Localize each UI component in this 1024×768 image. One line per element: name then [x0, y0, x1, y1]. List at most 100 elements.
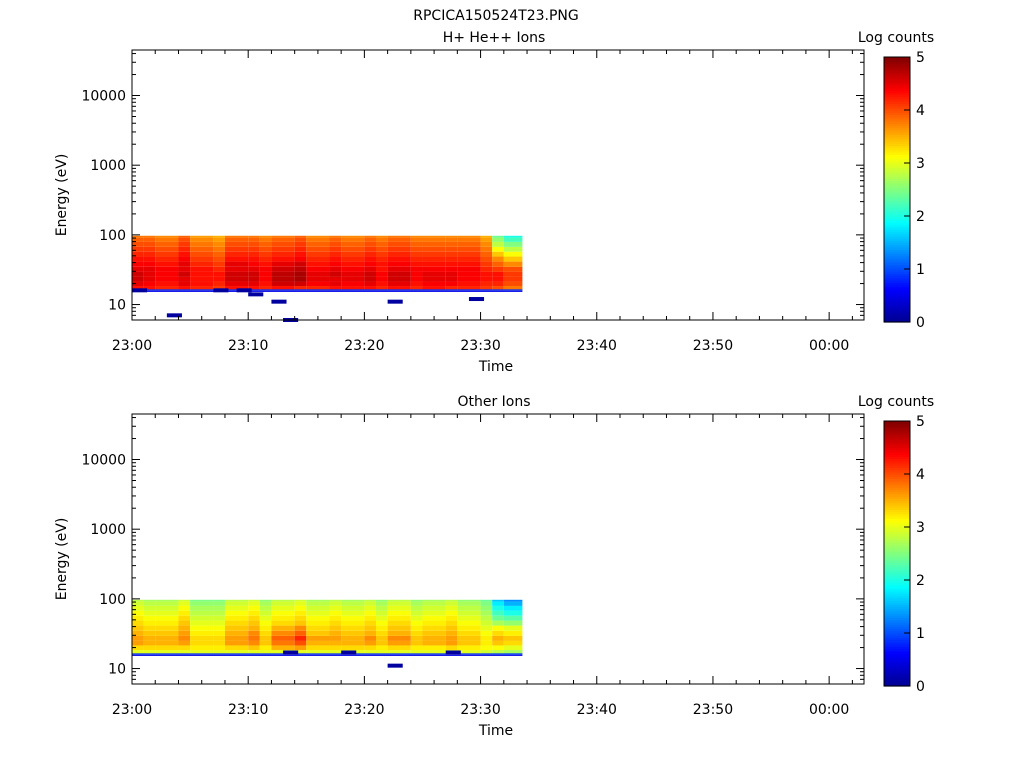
heatmap-cell	[213, 630, 225, 636]
colorbar-swatch	[884, 467, 910, 471]
heatmap-cell	[190, 635, 214, 641]
colorbar-swatch	[884, 619, 910, 623]
colorbar-swatch	[884, 81, 910, 85]
heatmap-cell	[364, 605, 376, 611]
heatmap-cell	[271, 601, 295, 606]
heatmap-cell	[492, 281, 504, 287]
colorbar-swatch	[884, 641, 910, 645]
heatmap-cell	[341, 615, 365, 621]
heatmap-cell	[271, 241, 295, 247]
heatmap-cell	[155, 601, 179, 606]
heatmap-cell	[329, 650, 342, 655]
heatmap-cell	[155, 281, 179, 287]
heatmap-cell	[492, 235, 504, 238]
colorbar-swatch	[884, 421, 910, 424]
colorbar-tick-label: 3	[916, 156, 925, 172]
heatmap-cell	[306, 256, 330, 262]
y-axis-label: Energy (eV)	[54, 518, 70, 601]
heatmap-cell	[329, 246, 342, 252]
colorbar-swatch	[884, 180, 910, 184]
heatmap-cell	[190, 251, 214, 257]
heatmap-cell	[155, 235, 179, 238]
heatmap-cell	[503, 286, 523, 291]
heatmap-cell	[248, 640, 260, 646]
colorbar-swatch	[884, 110, 910, 113]
heatmap-cell	[132, 605, 144, 611]
colorbar-swatch	[884, 140, 910, 144]
colorbar-tick-label: 5	[916, 414, 925, 430]
heatmap-cell	[224, 235, 249, 238]
heatmap-cell	[492, 601, 504, 606]
sparse-count-mark	[445, 650, 461, 655]
heatmap-cell	[132, 256, 144, 262]
heatmap-cell	[155, 276, 179, 282]
heatmap-edge-band	[132, 289, 523, 291]
heatmap-cell	[294, 251, 307, 257]
heatmap-cell	[248, 650, 260, 655]
colorbar-swatch	[884, 573, 910, 577]
colorbar-swatch	[884, 143, 910, 146]
colorbar-swatch	[884, 635, 910, 639]
colorbar-swatch	[884, 560, 910, 563]
heatmap-cell	[190, 237, 214, 242]
heatmap-cell	[294, 261, 307, 267]
plot-frame	[131, 49, 865, 321]
heatmap-cell	[271, 271, 295, 277]
colorbar-swatch	[884, 198, 910, 202]
heatmap-cell	[341, 645, 365, 651]
heatmap-cell	[248, 630, 260, 636]
heatmap-cell	[259, 605, 272, 611]
heatmap-cell	[190, 261, 214, 267]
colorbar-swatch	[884, 460, 910, 464]
colorbar-swatch	[884, 98, 910, 102]
colorbar-swatch	[884, 617, 910, 621]
colorbar-swatch	[884, 438, 910, 442]
heatmap-cell	[132, 246, 144, 252]
heatmap-cell	[492, 620, 504, 626]
heatmap-cell	[178, 237, 191, 242]
heatmap-cell	[422, 261, 446, 267]
heatmap-cell	[492, 276, 504, 282]
heatmap-cell	[306, 610, 330, 616]
heatmap-cell	[143, 599, 156, 602]
heatmap-cell	[306, 605, 330, 611]
heatmap-cell	[410, 246, 423, 252]
x-tick-label: 23:40	[577, 702, 617, 718]
colorbar-swatch	[884, 637, 910, 641]
heatmap-cell	[387, 605, 411, 611]
colorbar-swatch	[884, 295, 910, 299]
heatmap-cell	[422, 237, 446, 242]
heatmap-cell	[213, 237, 225, 242]
colorbar-swatch	[884, 90, 910, 93]
heatmap-cell	[503, 615, 523, 621]
heatmap-cell	[294, 635, 307, 641]
heatmap-cell	[503, 601, 523, 606]
heatmap-cell	[306, 640, 330, 646]
heatmap-cell	[259, 246, 272, 252]
heatmap-cell	[224, 599, 249, 602]
heatmap-cell	[376, 645, 388, 651]
colorbar-swatch	[884, 429, 910, 433]
heatmap-cell	[457, 605, 481, 611]
heatmap-cell	[213, 615, 225, 621]
heatmap-cell	[271, 605, 295, 611]
heatmap-cell	[364, 620, 376, 626]
x-tick-label: 23:50	[693, 338, 733, 354]
heatmap-cell	[492, 610, 504, 616]
colorbar-swatch	[884, 182, 910, 186]
heatmap-cell	[190, 241, 214, 247]
colorbar-swatch	[884, 123, 910, 127]
colorbar-swatch	[884, 443, 910, 446]
colorbar-swatch	[884, 59, 910, 63]
heatmap-cell	[306, 286, 330, 291]
heatmap-cell	[480, 630, 493, 636]
x-axis: 23:00 23:10 23:20 23:30 23:40 23:50 00:00 Time	[112, 414, 853, 739]
heatmap-edge-band	[132, 653, 523, 655]
colorbar-swatch	[884, 535, 910, 539]
heatmap-cell	[376, 601, 388, 606]
colorbar-swatch	[884, 277, 910, 281]
heatmap-edge-band	[132, 654, 523, 656]
colorbar-swatch	[884, 551, 910, 555]
heatmap-cell	[457, 246, 481, 252]
heatmap-cell	[457, 630, 481, 636]
